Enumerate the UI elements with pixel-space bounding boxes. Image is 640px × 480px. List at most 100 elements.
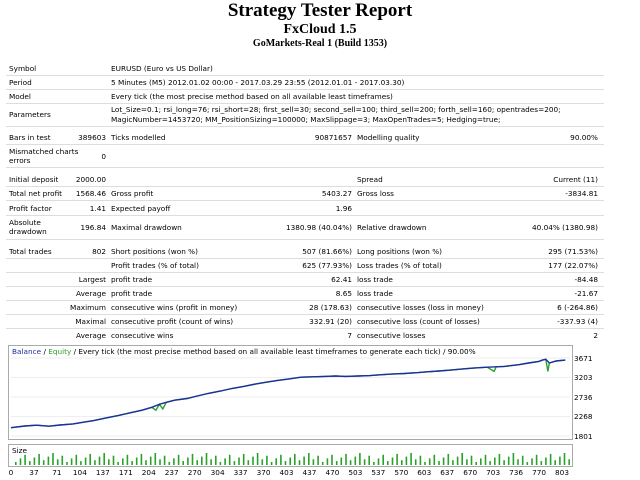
average-profit-label: profit trade <box>111 289 153 298</box>
maximal-drawdown-label: Maximal drawdown <box>111 223 182 232</box>
relative-drawdown-label: Relative drawdown <box>357 223 427 232</box>
size-bar <box>335 461 338 465</box>
size-bar <box>494 457 496 465</box>
size-bar <box>33 457 36 465</box>
size-bar <box>526 462 529 465</box>
x-tick-label: 237 <box>164 468 179 477</box>
size-bar <box>47 456 50 465</box>
size-bar <box>489 461 491 465</box>
size-bar <box>377 458 380 465</box>
average-consecutive-losses-label: consecutive losses <box>357 331 426 340</box>
size-bar <box>289 457 291 465</box>
y-tick-label: 3671 <box>574 353 593 363</box>
report-title: Strategy Tester Report <box>227 0 413 21</box>
average-loss-label: loss trade <box>357 289 393 298</box>
max-consecutive-losses-label: consecutive losses (loss in money) <box>357 303 484 312</box>
size-bar <box>19 458 22 465</box>
average-consecutive-wins-label: consecutive wins <box>111 331 174 340</box>
expected-payoff-label: Expected payoff <box>111 204 171 213</box>
size-bar <box>187 457 189 465</box>
x-tick-label: 37 <box>29 468 39 477</box>
size-bar <box>331 454 333 465</box>
size-bar <box>326 458 329 465</box>
size-bar <box>321 462 324 465</box>
symbol-value: EURUSD (Euro vs US Dollar) <box>111 64 213 73</box>
size-bar <box>517 459 519 465</box>
average-consecutive-losses-value: 2 <box>593 331 598 340</box>
spread-label: Spread <box>357 175 383 184</box>
size-bar <box>61 455 64 465</box>
size-bar <box>414 459 417 465</box>
size-bar <box>177 454 180 465</box>
size-bar <box>256 453 259 465</box>
profit-trades-label: Profit trades (% of total) <box>111 261 199 270</box>
symbol-label: Symbol <box>9 64 37 73</box>
row-divider <box>6 328 604 329</box>
size-bar <box>219 462 222 465</box>
absolute-drawdown-label-2: drawdown <box>9 227 47 236</box>
row-divider <box>6 314 604 315</box>
x-tick-label: 104 <box>72 468 87 477</box>
size-bar <box>447 453 450 465</box>
size-bar <box>108 459 110 465</box>
size-bar <box>340 457 343 465</box>
size-bar <box>117 462 119 465</box>
row-divider <box>6 167 604 168</box>
x-tick-label: 803 <box>555 468 569 477</box>
loss-trades-label: Loss trades (% of total) <box>357 261 442 270</box>
size-bar <box>275 458 277 465</box>
size-bar <box>266 455 268 465</box>
size-bar <box>456 456 459 465</box>
size-bar <box>159 459 161 465</box>
absolute-drawdown-label-1: Absolute <box>9 218 41 227</box>
size-bar <box>428 458 431 465</box>
size-bar <box>191 453 194 465</box>
maximal-consecutive-loss-value: -337.93 (4) <box>557 317 598 326</box>
size-bar <box>391 457 394 465</box>
row-divider <box>6 300 604 301</box>
size-bar <box>94 460 96 465</box>
size-bar <box>224 458 226 465</box>
size-bar <box>247 460 250 465</box>
x-tick-label: 270 <box>187 468 202 477</box>
size-bar <box>438 461 440 465</box>
size-bar <box>24 454 26 465</box>
quality-label: Modelling quality <box>357 133 420 142</box>
size-bar <box>233 461 236 465</box>
size-bar <box>549 453 552 465</box>
x-tick-label: 437 <box>302 468 317 477</box>
size-bar <box>42 460 45 465</box>
size-bar <box>559 456 561 465</box>
largest-profit-label: profit trade <box>111 275 153 284</box>
x-tick-label: 71 <box>52 468 62 477</box>
expert-advisor-name: FxCloud 1.5 <box>283 22 357 37</box>
y-tick-label: 2268 <box>574 412 593 422</box>
profit-factor-label: Profit factor <box>9 204 52 213</box>
size-bar <box>238 457 240 465</box>
parameters-label: Parameters <box>9 110 51 119</box>
x-tick-label: 736 <box>509 468 524 477</box>
y-tick-label: 2736 <box>574 392 593 402</box>
average-consecutive-label: Average <box>76 331 106 340</box>
largest-loss-value: -84.48 <box>574 275 598 284</box>
size-bar <box>545 457 547 465</box>
row-divider <box>6 89 604 90</box>
mismatch-value: 0 <box>101 152 106 161</box>
size-bar <box>568 459 570 465</box>
ticks-label: Ticks modelled <box>111 133 166 142</box>
x-tick-label: 470 <box>325 468 340 477</box>
size-bar <box>554 460 556 465</box>
size-bar <box>38 453 40 465</box>
size-bar <box>135 457 138 465</box>
size-bar <box>89 453 91 465</box>
x-tick-label: 337 <box>233 468 248 477</box>
row-divider <box>6 126 604 127</box>
size-bar <box>535 454 538 465</box>
maximal-consecutive-loss-label: consecutive loss (count of losses) <box>357 317 480 326</box>
x-tick-label: 304 <box>210 468 225 477</box>
short-positions-value: 507 (81.66%) <box>302 247 352 256</box>
maximal-consecutive-profit-value: 332.91 (20) <box>309 317 352 326</box>
gross-profit-label: Gross profit <box>111 189 154 198</box>
size-bar <box>466 459 468 465</box>
row-divider <box>6 258 604 259</box>
